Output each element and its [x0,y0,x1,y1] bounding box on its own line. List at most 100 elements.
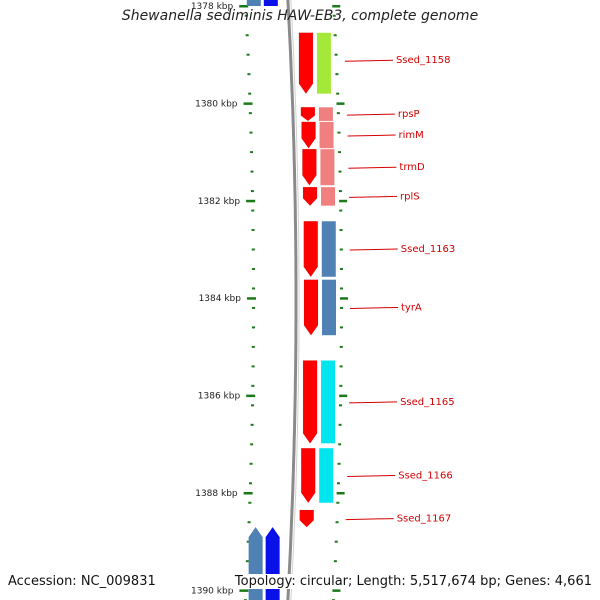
reverse-gene-arrow [265,527,280,600]
gene-label: trmD [399,162,425,173]
gene-arrow [302,186,318,207]
gene-arrow [301,121,316,149]
gene-arrow [299,509,314,528]
label-leader [345,518,394,521]
tick-label: 1388 kbp [195,489,238,499]
outer-minor-tick [336,501,340,504]
outer-minor-tick [338,151,342,154]
cds-box [321,360,336,444]
inner-minor-tick [250,443,254,446]
outer-minor-tick [339,365,343,368]
outer-minor-tick [339,345,343,348]
label-leader [347,474,396,477]
inner-minor-tick [251,287,255,290]
label-leader [348,166,397,169]
gene-arrow [302,148,317,186]
gene-label: Ssed_1166 [398,470,453,481]
inner-minor-tick [251,209,255,212]
reverse-gene-arrow [248,527,263,600]
reverse-gene-arrow [263,0,278,6]
outer-minor-tick [339,267,343,270]
inner-minor-tick [244,14,248,17]
gene-arrow [298,32,314,95]
gene-label: rplS [400,191,420,202]
cds-box [320,149,335,186]
inner-minor-tick [249,131,253,134]
tick-label: 1382 kbp [198,197,241,207]
outer-minor-tick [338,443,342,446]
outer-minor-tick [337,462,341,465]
inner-minor-tick [251,326,255,329]
label-layer: Ssed_1158 rpsP rimM trmD rplS Ssed_1163 tyrA Ss… [344,55,455,525]
outer-major-tick [339,394,348,398]
accession-text: Accession: NC_009831 [8,574,156,589]
major-tick [243,102,253,105]
outer-minor-tick [339,287,343,290]
tick-label: 1390 kbp [191,586,234,596]
outer-major-tick [336,492,345,495]
inner-minor-tick [246,53,250,56]
outer-minor-tick [338,190,342,193]
inner-minor-tick [251,248,255,251]
outer-minor-tick [333,560,337,563]
outer-major-tick [339,297,348,300]
label-leader [349,248,398,251]
major-tick [239,589,249,592]
outer-minor-tick [335,73,339,76]
inner-minor-tick [251,365,255,368]
inner-minor-tick [250,151,254,154]
gene-label: rpsP [398,109,420,120]
inner-minor-tick [250,423,254,426]
label-leader [349,401,398,404]
genome-summary-text: Topology: circular; Length: 5,517,674 bp… [230,574,592,589]
gene-arrow [303,279,319,336]
gene-arrow [303,221,319,278]
major-tick [239,5,249,8]
outer-minor-tick [338,423,342,426]
label-leader [346,113,395,116]
outer-minor-tick [336,112,340,115]
gene-label: Ssed_1158 [396,55,451,66]
outer-minor-tick [339,306,343,309]
backbone-layer [286,0,300,600]
major-tick [243,492,253,495]
outer-minor-tick [333,34,337,37]
gene-label: Ssed_1165 [400,397,455,408]
gene-arrow [302,360,318,444]
outer-minor-tick [339,404,343,407]
outer-minor-tick [336,482,340,485]
gene-label: rimM [399,130,424,141]
inner-minor-tick [248,501,252,504]
backbone-line [286,0,298,600]
gene-label: tyrA [401,302,422,313]
major-tick [246,199,256,203]
gene-arrow [300,107,316,122]
inner-minor-tick [251,404,255,407]
outer-minor-tick [332,14,336,17]
cds-box [321,279,336,336]
gene-arrow [300,447,316,504]
tick-label: 1378 kbp [191,2,234,12]
cds-box [318,107,333,121]
inner-minor-tick [245,560,249,563]
outer-minor-tick [334,53,338,56]
inner-minor-tick [247,521,251,524]
inner-minor-tick [246,540,250,543]
tick-label: 1380 kbp [195,99,238,109]
label-leader [349,195,398,198]
inner-minor-tick [251,267,255,270]
label-leader [347,134,396,137]
outer-minor-tick [337,131,341,134]
inner-minor-tick [251,306,255,309]
outer-minor-tick [339,248,343,251]
tick-layer: 1378 kbp 1380 kbp 1382 kbp 1384 kbp 1386 kbp… [191,2,348,600]
outer-minor-tick [339,209,343,212]
outer-minor-tick [335,521,339,524]
tick-label: 1384 kbp [199,294,242,304]
label-leader [344,59,393,62]
cds-box [319,448,334,503]
outer-minor-tick [338,170,342,173]
gene-label: Ssed_1167 [397,514,452,525]
inner-minor-tick [245,34,249,37]
